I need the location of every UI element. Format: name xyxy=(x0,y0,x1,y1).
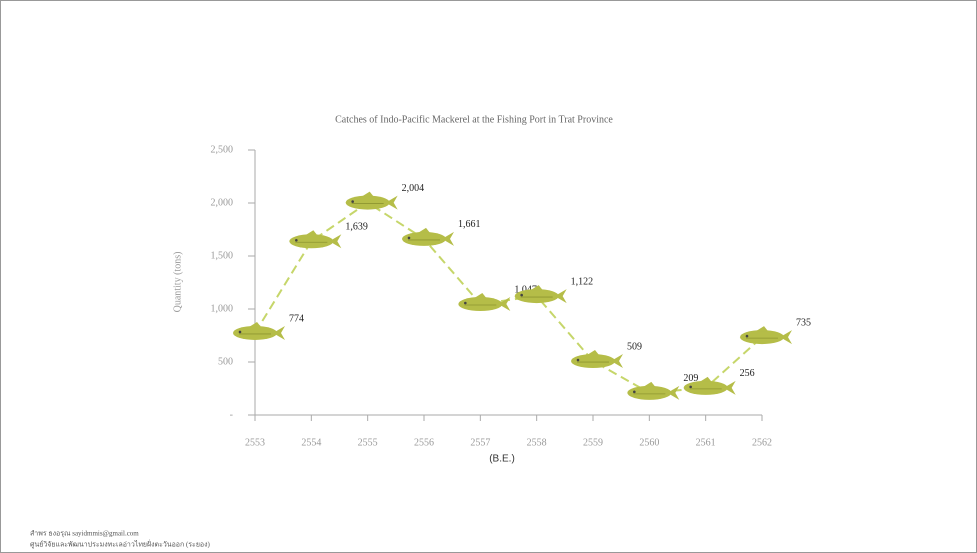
fish-marker xyxy=(683,376,736,395)
x-tick-label: 2561 xyxy=(696,437,716,448)
x-tick-label: 2555 xyxy=(358,437,378,448)
fish-fin xyxy=(361,191,374,197)
data-label: 2,004 xyxy=(402,183,425,194)
x-tick-label: 2559 xyxy=(583,437,603,448)
y-tick-label: 1,000 xyxy=(211,303,234,314)
source-line: สำพร ธงอรุณ sayidmmis@gmail.com xyxy=(30,530,139,538)
fish-body xyxy=(345,195,390,210)
fish-marker xyxy=(289,230,342,249)
fish-body xyxy=(458,297,503,312)
fish-fin xyxy=(699,376,712,382)
fish-tail xyxy=(498,297,511,312)
fish-marker xyxy=(627,381,680,400)
x-tick-label: 2562 xyxy=(752,437,772,448)
fish-marker xyxy=(740,326,792,345)
fish-body xyxy=(571,354,615,369)
fish-eye xyxy=(351,200,354,203)
fish-eye xyxy=(295,238,298,242)
fish-marker xyxy=(514,285,567,304)
fish-tail xyxy=(667,385,680,400)
fish-tail xyxy=(442,231,454,246)
y-tick-label: 1,500 xyxy=(211,250,234,261)
fish-body xyxy=(514,289,559,304)
fish-fin xyxy=(418,227,430,233)
fish-fin xyxy=(474,293,487,299)
data-label: 774 xyxy=(289,313,304,324)
fish-body xyxy=(683,380,728,395)
data-label: 209 xyxy=(683,373,698,384)
fish-eye xyxy=(520,293,523,297)
data-label: 735 xyxy=(796,317,811,328)
data-label: 509 xyxy=(627,341,642,352)
x-tick-label: 2560 xyxy=(639,437,659,448)
x-tick-label: 2554 xyxy=(301,437,321,448)
fish-body xyxy=(627,385,672,400)
fish-eye xyxy=(576,358,580,362)
fish-body xyxy=(740,330,784,345)
fish-tail xyxy=(329,234,342,249)
fish-fin xyxy=(587,350,599,356)
fish-marker xyxy=(233,321,285,340)
source-line: ศูนย์วิจัยและพัฒนาประมงทะเลอ่าวไทยฝั่งตะ… xyxy=(30,540,211,549)
fish-tail xyxy=(780,330,792,345)
fish-tail xyxy=(723,380,736,395)
fish-eye xyxy=(464,301,467,305)
fish-marker xyxy=(571,350,623,369)
fish-eye xyxy=(238,330,242,334)
fish-tail xyxy=(554,289,567,304)
fish-body xyxy=(402,231,446,246)
fish-marker xyxy=(458,293,511,312)
x-tick-label: 2556 xyxy=(414,437,434,448)
fish-body xyxy=(233,325,277,340)
y-tick-label: 500 xyxy=(218,356,233,367)
fish-marker xyxy=(345,191,398,210)
data-label: 1,122 xyxy=(571,276,594,287)
fish-fin xyxy=(305,230,318,236)
y-tick-label: - xyxy=(230,409,233,420)
fish-fin xyxy=(756,326,768,332)
x-tick-label: 2553 xyxy=(245,437,265,448)
data-label: 1,661 xyxy=(458,219,481,230)
fish-tail xyxy=(611,354,623,369)
x-tick-label: 2558 xyxy=(527,437,547,448)
data-label: 256 xyxy=(740,368,755,379)
fish-eye xyxy=(407,236,411,240)
fish-fin xyxy=(530,285,543,291)
y-tick-label: 2,000 xyxy=(211,197,234,208)
fish-tail xyxy=(385,195,398,210)
fish-body xyxy=(289,234,334,249)
x-axis-label: (B.E.) xyxy=(489,454,515,465)
fish-fin xyxy=(249,321,261,327)
y-tick-label: 2,500 xyxy=(211,144,234,155)
x-tick-label: 2557 xyxy=(470,437,490,448)
data-label: 1,639 xyxy=(345,222,368,233)
fish-marker xyxy=(402,227,454,246)
y-axis-label: Quantity (tons) xyxy=(172,252,183,313)
fish-eye xyxy=(689,385,692,389)
fish-eye xyxy=(745,334,749,338)
chart-title: Catches of Indo-Pacific Mackerel at the … xyxy=(335,114,613,125)
fish-fin xyxy=(643,381,656,387)
data-label: 1,047 xyxy=(514,284,537,295)
fish-tail xyxy=(273,325,285,340)
fish-eye xyxy=(633,390,636,394)
